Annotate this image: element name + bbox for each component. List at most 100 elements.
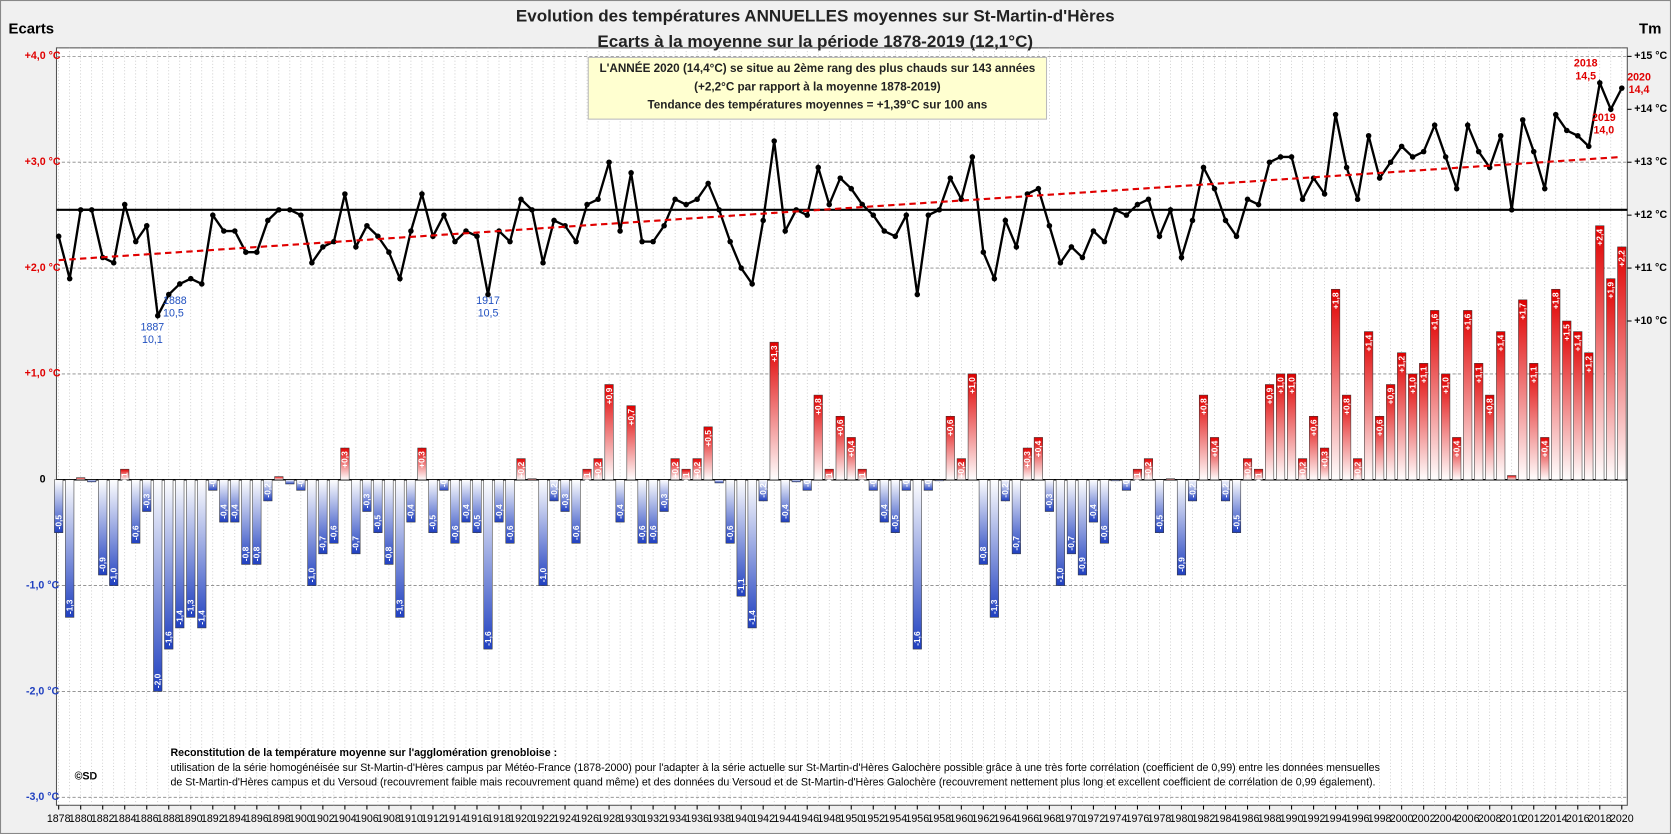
temperature-point xyxy=(1563,127,1570,134)
temperature-point xyxy=(639,238,645,245)
bar xyxy=(736,479,746,597)
x-tick-label: 1896 xyxy=(245,813,269,825)
x-tick-label: 1988 xyxy=(1258,813,1282,825)
footnote-line: utilisation de la série homogénéisée sur… xyxy=(171,762,1380,774)
temperature-point xyxy=(507,238,513,245)
bar-value-label: +0,7 xyxy=(626,409,636,426)
bar-value-label: -1,4 xyxy=(747,610,757,625)
x-tick-label: 1990 xyxy=(1280,813,1304,825)
bar xyxy=(978,479,988,565)
footnote-heading: Reconstitution de la température moyenne… xyxy=(171,747,558,759)
bar-value-label: -1,1 xyxy=(736,578,746,593)
bar xyxy=(637,479,647,544)
bar-value-label: -0,8 xyxy=(252,546,262,561)
bar xyxy=(274,476,284,481)
bar xyxy=(1606,278,1616,481)
temperature-point xyxy=(1068,244,1075,250)
info-box-line: Tendance des températures moyennes = +1,… xyxy=(647,98,987,111)
bar xyxy=(1463,310,1473,481)
bar-value-label: +1,0 xyxy=(1286,377,1296,394)
bar xyxy=(219,479,229,523)
bar-value-label: +0,6 xyxy=(835,419,845,436)
annotation-temp: 10,1 xyxy=(142,334,163,346)
x-tick-label: 1928 xyxy=(597,813,621,825)
temperature-point xyxy=(529,207,535,213)
bar xyxy=(384,479,394,565)
bar-value-label: -0,3 xyxy=(659,493,669,508)
bar-value-label: +0,2 xyxy=(1297,462,1307,479)
bar-value-label: -0,5 xyxy=(890,515,900,530)
chart-title: Evolution des températures ANNUELLES moy… xyxy=(516,7,1115,26)
y-tick-label: 0 xyxy=(40,474,46,486)
bar xyxy=(120,468,130,481)
x-tick-label: 1956 xyxy=(905,813,929,825)
bar xyxy=(912,479,922,650)
temperature-point xyxy=(683,201,689,208)
bar-value-label: -0,4 xyxy=(219,504,229,519)
x-tick-label: 1912 xyxy=(421,813,445,825)
bar xyxy=(956,458,966,481)
x-tick-label: 1948 xyxy=(817,813,841,825)
bar-value-label: +0,9 xyxy=(1385,387,1395,404)
bar-value-label: -0,2 xyxy=(263,483,273,498)
bar-value-label: +0,1 xyxy=(857,472,867,489)
bar-value-label: +1,0 xyxy=(967,377,977,394)
bar-value-label: -0,8 xyxy=(978,546,988,561)
chart-subtitle: Ecarts à la moyenne sur la période 1878-… xyxy=(597,32,1033,51)
bar-value-label: +0,6 xyxy=(1374,419,1384,436)
bar-value-label: -1,4 xyxy=(197,610,207,625)
y2-tick-label: +12 °C xyxy=(1634,209,1667,221)
bar xyxy=(714,479,724,484)
temperature-point xyxy=(485,291,491,298)
bar-value-label: +0,6 xyxy=(945,419,955,436)
bar-value-label: -1,3 xyxy=(64,599,74,614)
bar-value-label: -0,5 xyxy=(53,515,63,530)
x-tick-label: 2006 xyxy=(1456,813,1480,825)
temperature-point xyxy=(573,238,579,245)
bar xyxy=(1176,479,1187,576)
bar xyxy=(1430,310,1440,481)
bar xyxy=(670,458,680,481)
temperature-point xyxy=(1046,222,1053,229)
bar xyxy=(1364,331,1374,481)
bar xyxy=(527,478,537,481)
x-tick-label: 1962 xyxy=(972,813,996,825)
temperature-point xyxy=(705,180,711,187)
bar-value-label: -1,0 xyxy=(307,568,317,583)
x-tick-label: 1908 xyxy=(377,813,401,825)
bar-value-label: +0,4 xyxy=(1033,440,1043,457)
bar-value-label: +0,8 xyxy=(1341,398,1351,415)
temperature-point xyxy=(1354,196,1361,203)
bar xyxy=(1198,394,1209,481)
x-tick-label: 1994 xyxy=(1324,813,1348,825)
x-tick-label: 1938 xyxy=(707,813,731,825)
bar xyxy=(604,384,614,481)
temperature-point xyxy=(914,291,921,298)
bar xyxy=(340,447,350,481)
bar xyxy=(1254,468,1264,481)
temperature-point xyxy=(342,191,348,197)
footnote-line: de St-Martin-d'Hères campus et du Versou… xyxy=(171,777,1376,789)
bar-value-label: +1,9 xyxy=(1606,282,1616,299)
bar xyxy=(362,479,372,512)
annotation-temp: 10,5 xyxy=(478,308,499,320)
bar-value-label: -0,3 xyxy=(362,493,372,508)
temperature-point xyxy=(1619,85,1625,91)
x-tick-label: 1916 xyxy=(465,813,489,825)
bar-value-label: +0,9 xyxy=(604,387,614,404)
x-tick-label: 1890 xyxy=(179,813,203,825)
bar-value-label: +0,2 xyxy=(692,462,702,479)
temperature-point xyxy=(749,281,755,287)
temperature-point xyxy=(1266,159,1273,165)
bar xyxy=(1209,437,1220,481)
bar xyxy=(1441,373,1451,481)
bar xyxy=(1132,468,1142,481)
bar xyxy=(1496,331,1506,481)
bar xyxy=(538,479,548,586)
y2-tick-label: +14 °C xyxy=(1634,103,1667,115)
temperature-point xyxy=(1112,207,1119,213)
bar-value-label: -0,2 xyxy=(1187,483,1197,498)
bar xyxy=(461,479,471,523)
bar-value-label: +1,2 xyxy=(1584,356,1594,373)
bar xyxy=(1353,458,1363,481)
